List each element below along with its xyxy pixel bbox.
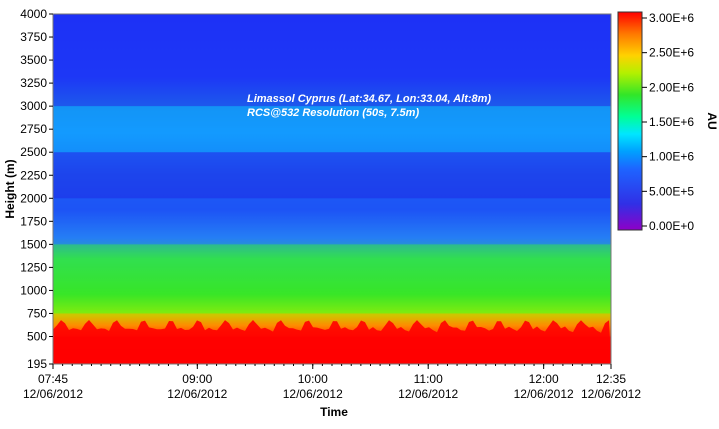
y-tick-label-2: 750 <box>27 306 47 320</box>
layer-band-2 <box>53 244 611 314</box>
x-tick-date-2: 12/06/2012 <box>283 387 343 401</box>
y-tick-label-13: 3500 <box>20 53 47 67</box>
colorbar-title: AU <box>705 112 719 129</box>
x-axis: 07:4512/06/201209:0012/06/201210:0012/06… <box>23 364 641 401</box>
y-tick-label-0: 195 <box>27 357 47 371</box>
layer-band-6 <box>53 14 611 107</box>
x-tick-time-5: 12:35 <box>596 372 626 386</box>
y-axis-title: Height (m) <box>3 159 17 218</box>
y-tick-label-4: 1250 <box>20 260 47 274</box>
x-tick-date-1: 12/06/2012 <box>167 387 227 401</box>
x-tick-time-3: 11:00 <box>414 372 443 386</box>
colorbar-scale <box>617 11 643 231</box>
x-tick-date-4: 12/06/2012 <box>514 387 574 401</box>
colorbar-tick-label-1: 2.50E+6 <box>649 46 694 60</box>
y-tick-label-12: 3250 <box>20 76 47 90</box>
y-tick-label-9: 2500 <box>20 145 47 159</box>
plot-area <box>52 13 612 365</box>
colorbar-tick-label-4: 1.00E+6 <box>649 150 694 164</box>
y-axis: 195 500 750 1000 1250 1500 1750 2000 2250 2500 275… <box>20 7 53 371</box>
y-tick-label-7: 2000 <box>20 191 47 205</box>
x-axis-title: Time <box>320 405 348 419</box>
layer-band-5 <box>53 106 611 153</box>
y-tick-label-15: 4000 <box>20 7 47 21</box>
y-tick-label-14: 3750 <box>20 30 47 44</box>
layer-band-3 <box>53 198 611 245</box>
y-tick-label-6: 1750 <box>20 214 47 228</box>
x-tick-time-0: 07:45 <box>38 372 68 386</box>
y-tick-label-8: 2250 <box>20 168 47 182</box>
backscatter-layers <box>53 14 611 364</box>
x-tick-date-3: 12/06/2012 <box>398 387 458 401</box>
colorbar-tick-label-0: 3.00E+6 <box>649 11 694 25</box>
colorbar: 3.00E+6 2.50E+6 2.00E+6 1.50E+6 1.00E+6 5.00E… <box>617 11 719 233</box>
y-tick-label-1: 500 <box>27 330 47 344</box>
x-tick-date-0: 12/06/2012 <box>23 387 83 401</box>
colorbar-tick-label-6: 0.00E+0 <box>649 219 694 233</box>
surface-layer <box>53 320 611 364</box>
x-tick-time-1: 09:00 <box>182 372 212 386</box>
colorbar-tick-label-5: 5.00E+5 <box>649 184 694 198</box>
x-tick-time-4: 12:00 <box>529 372 559 386</box>
colorbar-tick-label-3: 1.50E+6 <box>649 115 694 129</box>
y-tick-label-5: 1500 <box>20 237 47 251</box>
colorbar-axis: 3.00E+6 2.50E+6 2.00E+6 1.50E+6 1.00E+6 5.00E… <box>642 11 694 233</box>
y-tick-label-10: 2750 <box>20 122 47 136</box>
colorbar-tick-label-2: 2.00E+6 <box>649 80 694 94</box>
y-tick-label-11: 3000 <box>20 99 47 113</box>
x-tick-date-5: 12/06/2012 <box>581 387 641 401</box>
plot-background <box>53 14 611 364</box>
annotation-resolution: RCS@532 Resolution (50s, 7.5m) <box>247 107 419 119</box>
x-tick-time-2: 10:00 <box>298 372 328 386</box>
annotation-location: Limassol Cyprus (Lat:34.67, Lon:33.04, A… <box>247 93 491 105</box>
y-tick-label-3: 1000 <box>20 283 47 297</box>
layer-band-4 <box>53 152 611 199</box>
